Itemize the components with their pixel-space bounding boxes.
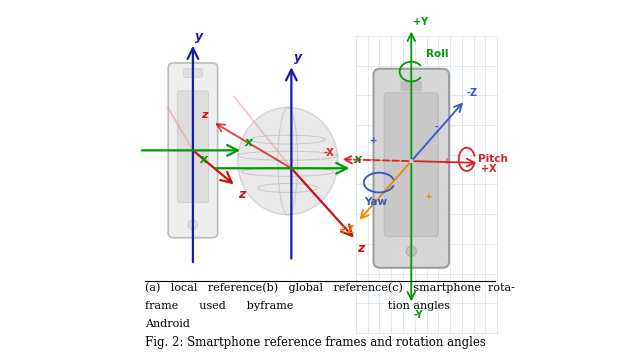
Text: +: + xyxy=(444,157,451,166)
Text: Roll: Roll xyxy=(426,49,448,59)
FancyBboxPatch shape xyxy=(384,93,438,236)
Text: x: x xyxy=(199,154,207,166)
Text: +Y: +Y xyxy=(413,17,428,27)
FancyBboxPatch shape xyxy=(168,63,218,238)
FancyBboxPatch shape xyxy=(184,69,202,77)
Text: +X: +X xyxy=(481,164,497,174)
Text: -: - xyxy=(435,122,438,132)
FancyBboxPatch shape xyxy=(374,69,449,268)
Text: -X: -X xyxy=(324,148,334,158)
Text: +: + xyxy=(370,136,378,145)
Text: y: y xyxy=(294,52,302,64)
Text: -Z: -Z xyxy=(467,88,478,98)
Ellipse shape xyxy=(237,107,338,215)
FancyBboxPatch shape xyxy=(177,91,209,203)
Text: -: - xyxy=(388,182,392,192)
Text: Yaw: Yaw xyxy=(364,197,387,207)
Text: y: y xyxy=(195,30,204,43)
Text: -Y: -Y xyxy=(413,310,422,320)
Text: Fig. 2: Smartphone reference frames and rotation angles: Fig. 2: Smartphone reference frames and … xyxy=(145,336,486,349)
Circle shape xyxy=(406,246,416,256)
Text: z: z xyxy=(201,110,207,120)
Text: +Z: +Z xyxy=(339,225,355,235)
Text: (a)   local   reference(b)   global   reference(c)   smartphone  rota-: (a) local reference(b) global reference(… xyxy=(145,283,515,294)
Text: +: + xyxy=(426,192,433,202)
Text: z: z xyxy=(358,242,365,255)
Text: x: x xyxy=(245,136,253,149)
FancyBboxPatch shape xyxy=(401,82,422,91)
Text: z: z xyxy=(237,188,245,201)
Text: Android: Android xyxy=(145,319,189,329)
Text: frame      used      byframe                           tion angles: frame used byframe tion angles xyxy=(145,301,449,311)
Circle shape xyxy=(188,220,198,229)
Text: Pitch: Pitch xyxy=(477,154,508,164)
Text: -: - xyxy=(370,155,374,165)
Text: x: x xyxy=(354,154,362,166)
